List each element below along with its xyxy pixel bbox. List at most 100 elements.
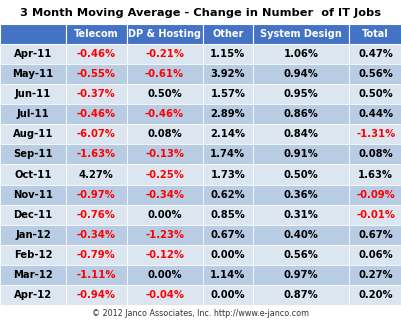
Bar xyxy=(253,265,348,285)
Bar xyxy=(253,185,348,204)
Bar xyxy=(348,285,401,305)
Text: 0.00%: 0.00% xyxy=(210,290,245,300)
Text: -1.23%: -1.23% xyxy=(145,230,184,240)
Text: 1.74%: 1.74% xyxy=(210,149,245,160)
Bar xyxy=(348,265,401,285)
Bar xyxy=(126,24,202,44)
Text: 1.63%: 1.63% xyxy=(357,169,392,179)
Bar xyxy=(66,144,126,164)
Text: 0.95%: 0.95% xyxy=(283,89,318,99)
Bar xyxy=(202,164,253,185)
Text: -0.34%: -0.34% xyxy=(77,230,115,240)
Bar xyxy=(66,185,126,204)
Bar xyxy=(253,245,348,265)
Text: 0.00%: 0.00% xyxy=(147,210,181,220)
Text: -1.11%: -1.11% xyxy=(76,270,115,280)
Bar xyxy=(253,124,348,144)
Text: Jan-12: Jan-12 xyxy=(15,230,51,240)
Text: 0.00%: 0.00% xyxy=(147,270,181,280)
Bar xyxy=(202,64,253,84)
Text: 3.92%: 3.92% xyxy=(210,69,245,79)
Text: 0.40%: 0.40% xyxy=(283,230,318,240)
Bar xyxy=(253,24,348,44)
Text: 0.85%: 0.85% xyxy=(210,210,245,220)
Text: -6.07%: -6.07% xyxy=(77,129,115,139)
Text: 0.86%: 0.86% xyxy=(283,109,318,119)
Text: 0.47%: 0.47% xyxy=(357,49,392,59)
Bar xyxy=(0,285,66,305)
Text: -0.12%: -0.12% xyxy=(145,250,184,260)
Bar xyxy=(0,225,66,245)
Bar xyxy=(0,104,66,124)
Text: Aug-11: Aug-11 xyxy=(12,129,53,139)
Text: Apr-11: Apr-11 xyxy=(14,49,52,59)
Text: -0.01%: -0.01% xyxy=(355,210,394,220)
Bar xyxy=(253,104,348,124)
Bar xyxy=(348,225,401,245)
Text: 0.50%: 0.50% xyxy=(283,169,318,179)
Bar xyxy=(253,164,348,185)
Text: 0.36%: 0.36% xyxy=(283,190,318,200)
Text: -1.31%: -1.31% xyxy=(355,129,394,139)
Bar xyxy=(126,225,202,245)
Text: 0.08%: 0.08% xyxy=(147,129,182,139)
Bar xyxy=(66,104,126,124)
Text: 0.08%: 0.08% xyxy=(357,149,392,160)
Bar xyxy=(126,164,202,185)
Text: 0.44%: 0.44% xyxy=(357,109,392,119)
Bar xyxy=(202,285,253,305)
Bar xyxy=(66,285,126,305)
Text: -0.61%: -0.61% xyxy=(145,69,184,79)
Bar xyxy=(66,84,126,104)
Bar xyxy=(0,124,66,144)
Bar xyxy=(202,185,253,204)
Text: 0.56%: 0.56% xyxy=(357,69,392,79)
Text: 3 Month Moving Average - Change in Number  of IT Jobs: 3 Month Moving Average - Change in Numbe… xyxy=(20,8,381,18)
Text: 0.87%: 0.87% xyxy=(283,290,318,300)
Text: 0.84%: 0.84% xyxy=(283,129,318,139)
Bar xyxy=(253,84,348,104)
Bar xyxy=(0,245,66,265)
Bar xyxy=(348,245,401,265)
Bar xyxy=(348,124,401,144)
Text: -0.55%: -0.55% xyxy=(77,69,115,79)
Text: 0.97%: 0.97% xyxy=(283,270,318,280)
Text: Other: Other xyxy=(212,29,243,39)
Text: -0.46%: -0.46% xyxy=(77,49,115,59)
Bar xyxy=(202,124,253,144)
Bar xyxy=(348,24,401,44)
Text: Telecom: Telecom xyxy=(74,29,118,39)
Bar xyxy=(202,104,253,124)
Text: Jul-11: Jul-11 xyxy=(16,109,49,119)
Bar xyxy=(66,124,126,144)
Text: 0.20%: 0.20% xyxy=(357,290,392,300)
Bar xyxy=(253,64,348,84)
Bar xyxy=(348,44,401,64)
Text: 0.94%: 0.94% xyxy=(283,69,318,79)
Text: 1.15%: 1.15% xyxy=(210,49,245,59)
Text: 1.14%: 1.14% xyxy=(210,270,245,280)
Bar xyxy=(66,265,126,285)
Bar xyxy=(126,44,202,64)
Bar xyxy=(202,225,253,245)
Bar xyxy=(348,64,401,84)
Text: Apr-12: Apr-12 xyxy=(14,290,52,300)
Text: 1.57%: 1.57% xyxy=(210,89,245,99)
Text: 0.91%: 0.91% xyxy=(283,149,318,160)
Bar xyxy=(66,44,126,64)
Bar xyxy=(126,265,202,285)
Bar xyxy=(0,64,66,84)
Bar xyxy=(202,24,253,44)
Text: 0.00%: 0.00% xyxy=(210,250,245,260)
Bar xyxy=(126,84,202,104)
Bar xyxy=(348,104,401,124)
Bar xyxy=(0,265,66,285)
Bar xyxy=(202,245,253,265)
Text: -0.46%: -0.46% xyxy=(145,109,184,119)
Text: 0.67%: 0.67% xyxy=(210,230,245,240)
Text: 2.14%: 2.14% xyxy=(210,129,245,139)
Bar xyxy=(253,204,348,225)
Text: -0.09%: -0.09% xyxy=(355,190,394,200)
Bar xyxy=(0,84,66,104)
Text: 0.31%: 0.31% xyxy=(283,210,318,220)
